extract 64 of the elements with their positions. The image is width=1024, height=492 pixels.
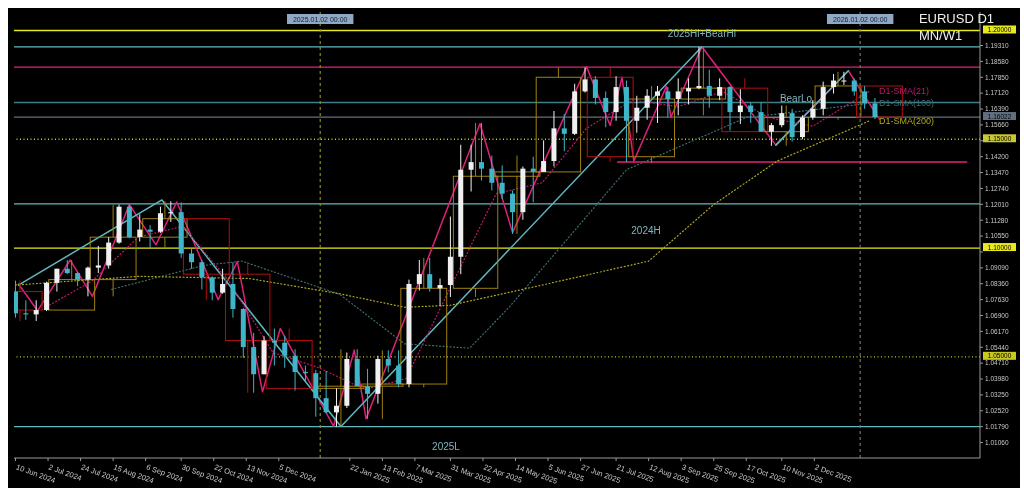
- candlestick: [33, 299, 39, 322]
- candlestick: [655, 85, 661, 124]
- candlestick: [292, 348, 298, 392]
- candlestick: [147, 224, 153, 249]
- candlestick: [706, 69, 712, 109]
- candlestick: [737, 88, 743, 125]
- chart-title: EURUSD D1: [918, 10, 994, 27]
- candlestick: [385, 349, 391, 373]
- candlestick: [717, 77, 723, 101]
- candlestick: [810, 99, 816, 121]
- annotation: BearLo: [779, 92, 813, 104]
- candlestick: [582, 66, 588, 93]
- text: MN/W1: [918, 28, 963, 43]
- line-series: [14, 120, 870, 308]
- candlestick: [95, 245, 101, 274]
- candlestick: [634, 95, 640, 134]
- candlestick: [220, 268, 226, 295]
- candlestick: [675, 77, 681, 116]
- candlestick: [644, 88, 650, 121]
- candlestick: [561, 113, 567, 152]
- candlestick: [758, 101, 764, 133]
- candlestick: [416, 259, 422, 291]
- candlestick: [510, 189, 516, 235]
- candlestick: [14, 280, 18, 319]
- candlestick: [820, 81, 826, 116]
- candlestick: [799, 114, 805, 140]
- candlestick: [680, 46, 727, 116]
- candlestick: [437, 278, 443, 307]
- annotation: 2025L: [432, 440, 460, 452]
- series-label: D1-SMA(200): [879, 116, 935, 126]
- candlestick: [302, 365, 308, 383]
- candlestick: [489, 155, 495, 191]
- candlestick: [168, 200, 174, 223]
- candlestick: [85, 266, 91, 297]
- annotation: 2024H: [631, 224, 661, 236]
- candlestick: [768, 122, 774, 147]
- candlestick: [209, 275, 215, 301]
- candlestick: [530, 156, 536, 203]
- candlestick: [541, 139, 547, 173]
- candlestick: [603, 90, 609, 128]
- candlestick: [814, 71, 862, 121]
- candlestick: [271, 328, 277, 367]
- candlestick: [282, 335, 288, 369]
- candlestick: [468, 144, 474, 192]
- candlestick: [199, 259, 205, 290]
- candlestick: [478, 122, 484, 182]
- candlestick: [189, 247, 195, 270]
- candlestick: [333, 387, 339, 427]
- candlestick: [592, 75, 598, 105]
- candlestick: [427, 257, 433, 293]
- candlestick: [23, 299, 29, 321]
- candlestick: [686, 77, 692, 105]
- candlestick: [499, 164, 505, 200]
- candlestick: [748, 101, 754, 124]
- candlestick: [665, 86, 671, 119]
- candlestick: [396, 349, 402, 388]
- candlestick: [323, 370, 329, 414]
- candlestick: [789, 108, 795, 142]
- candlestick: [841, 71, 847, 86]
- candlestick: [365, 368, 371, 420]
- candlestick: [137, 213, 143, 243]
- candlestick: [157, 206, 163, 234]
- candlestick: [106, 236, 112, 270]
- candlestick: [862, 85, 868, 110]
